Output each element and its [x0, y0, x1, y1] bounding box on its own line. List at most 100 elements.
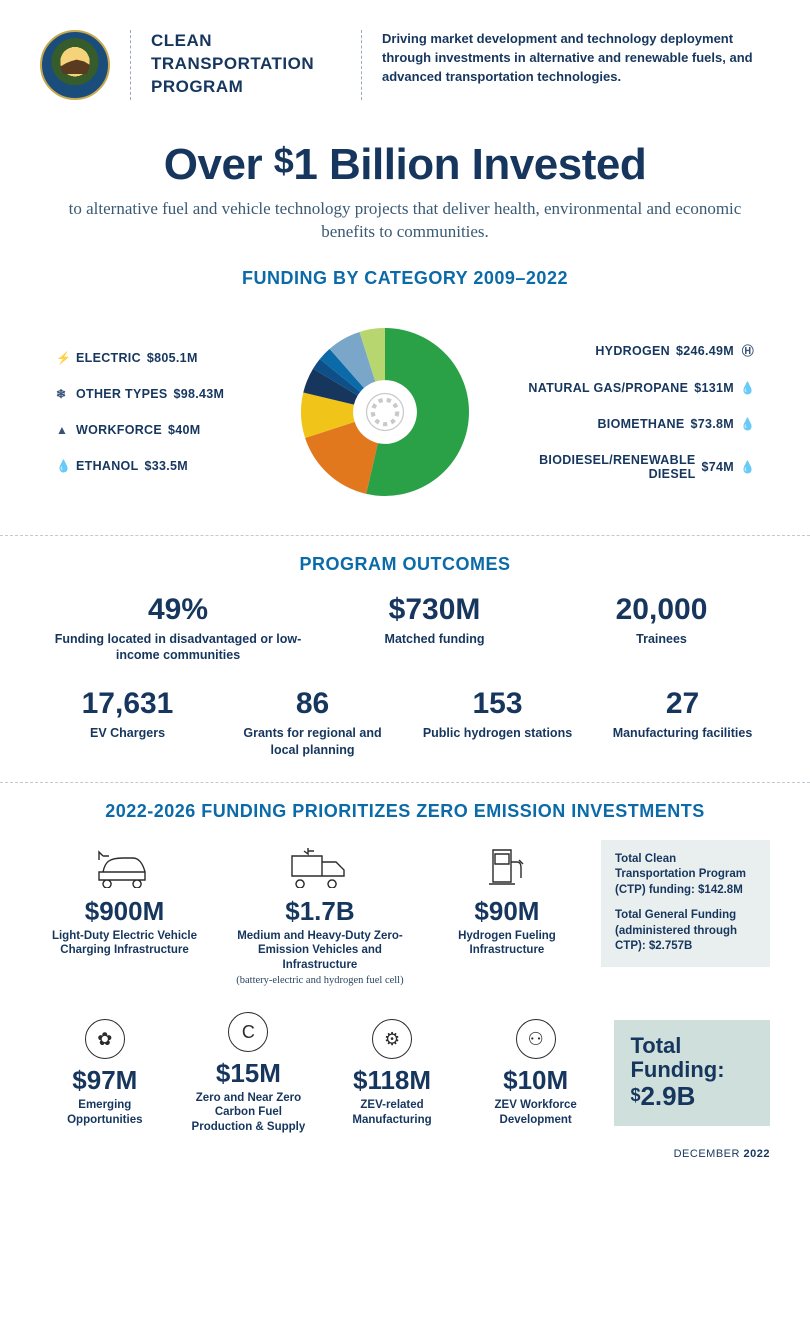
footer-date: DECEMBER 2022 [40, 1148, 770, 1160]
investment-item: ⚙ $118MZEV-related Manufacturing [327, 1019, 457, 1127]
investments-section-title: 2022-2026 FUNDING PRIORITIZES ZERO EMISS… [40, 801, 770, 822]
investments-top-row: $900M Light-Duty Electric Vehicle Chargi… [40, 840, 770, 986]
category-icon: ▲ [56, 423, 70, 437]
investment-item: C$15MZero and Near Zero Carbon Fuel Prod… [184, 1012, 314, 1134]
total-amount: $2.9B [630, 1081, 754, 1112]
state-seal-icon [40, 30, 110, 100]
investment-amount: $10M [471, 1065, 601, 1096]
divider [0, 535, 810, 536]
outcome-value: 27 [605, 687, 760, 721]
category-amount: $74M [702, 460, 734, 474]
divider [361, 30, 362, 100]
category-amount: $246.49M [676, 344, 734, 358]
funding-donut-chart [280, 307, 490, 517]
funding-category-item: ▲ WORKFORCE $40M [56, 423, 266, 437]
category-amount: $805.1M [147, 351, 198, 365]
category-amount: $40M [168, 423, 200, 437]
outcome-item: 153 Public hydrogen stations [420, 687, 575, 758]
outcome-value: 86 [235, 687, 390, 721]
investment-item: $1.7B Medium and Heavy-Duty Zero-Emissio… [227, 840, 413, 986]
investment-circle-icon: ⚇ [516, 1019, 556, 1059]
category-icon: Ⓗ [740, 342, 754, 359]
program-title: CLEAN TRANSPORTATION PROGRAM [151, 30, 341, 99]
funding-chart-row: ⚡ ELECTRIC $805.1M❄ OTHER TYPES $98.43M▲… [40, 307, 770, 517]
funding-section-title: FUNDING BY CATEGORY 2009–2022 [40, 268, 770, 289]
outcome-item: 49% Funding located in disadvantaged or l… [50, 593, 306, 664]
investment-desc: ZEV Workforce Development [471, 1098, 601, 1127]
investments-bottom-row: ✿ $97MEmerging Opportunities C$15MZero and… [40, 1012, 770, 1134]
funding-legend-left: ⚡ ELECTRIC $805.1M❄ OTHER TYPES $98.43M▲… [56, 351, 266, 473]
outcome-label: EV Chargers [50, 725, 205, 741]
outcomes-row: 49% Funding located in disadvantaged or l… [50, 593, 760, 664]
investment-circle-icon: ✿ [85, 1019, 125, 1059]
category-label: ELECTRIC [76, 351, 141, 365]
category-amount: $131M [694, 381, 734, 395]
investment-desc: Light-Duty Electric Vehicle Charging Inf… [40, 929, 209, 958]
headline-post: 1 Billion Invested [293, 140, 646, 189]
outcome-label: Matched funding [336, 631, 533, 647]
program-title-line: TRANSPORTATION [151, 53, 341, 76]
footer-year: 2022 [744, 1148, 770, 1160]
program-tagline: Driving market development and technolog… [382, 30, 770, 87]
program-title-line: PROGRAM [151, 76, 341, 99]
total-funding-box: Total Funding:$2.9B [614, 1020, 770, 1125]
funding-category-item: ⚡ ELECTRIC $805.1M [56, 351, 266, 365]
summary-line: Total Clean Transportation Program (CTP)… [615, 852, 756, 899]
outcome-value: 20,000 [563, 593, 760, 627]
category-icon: 💧 [740, 417, 754, 431]
investment-amount: $97M [40, 1065, 170, 1096]
investment-item: ⚇ $10MZEV Workforce Development [471, 1019, 601, 1127]
sub-headline: to alternative fuel and vehicle technolo… [40, 198, 770, 244]
funding-category-item: BIOMETHANE $73.8M 💧 [504, 417, 754, 431]
investment-desc: Zero and Near Zero Carbon Fuel Productio… [184, 1091, 314, 1134]
total-label: Total Funding: [630, 1034, 754, 1080]
summary-line: Total General Funding (administered thro… [615, 908, 756, 955]
headline-pre: Over [164, 140, 274, 189]
investment-desc: ZEV-related Manufacturing [327, 1098, 457, 1127]
outcome-value: $730M [336, 593, 533, 627]
ev-car-icon [93, 842, 157, 888]
funding-category-item: HYDROGEN $246.49M Ⓗ [504, 342, 754, 359]
category-icon: ❄ [56, 387, 70, 401]
outcome-label: Grants for regional and local planning [235, 725, 390, 758]
category-icon: 💧 [740, 381, 754, 395]
category-label: HYDROGEN [595, 344, 670, 358]
outcomes-section-title: PROGRAM OUTCOMES [40, 554, 770, 575]
outcome-value: 49% [50, 593, 306, 627]
page-header: CLEAN TRANSPORTATION PROGRAM Driving mar… [40, 30, 770, 118]
category-label: ETHANOL [76, 459, 139, 473]
funding-category-item: 💧 ETHANOL $33.5M [56, 459, 266, 473]
footer-month: DECEMBER [674, 1148, 744, 1160]
outcome-label: Trainees [563, 631, 760, 647]
funding-legend-right: HYDROGEN $246.49M Ⓗ NATURAL GAS/PROPANE $… [504, 342, 754, 481]
investment-amount: $90M [431, 896, 583, 927]
category-label: NATURAL GAS/PROPANE [528, 381, 688, 395]
headline: Over $1 Billion Invested [40, 140, 770, 190]
investment-item: $900M Light-Duty Electric Vehicle Chargi… [40, 840, 209, 958]
investment-circle-icon: ⚙ [372, 1019, 412, 1059]
investment-amount: $15M [184, 1058, 314, 1089]
category-label: WORKFORCE [76, 423, 162, 437]
category-icon: 💧 [56, 459, 70, 473]
investment-item: ✿ $97MEmerging Opportunities [40, 1019, 170, 1127]
investment-desc: Emerging Opportunities [40, 1098, 170, 1127]
category-amount: $33.5M [145, 459, 189, 473]
investment-amount: $118M [327, 1065, 457, 1096]
outcome-label: Manufacturing facilities [605, 725, 760, 741]
outcome-label: Funding located in disadvantaged or low-… [50, 631, 306, 664]
investment-item: $90M Hydrogen Fueling Infrastructure [431, 840, 583, 958]
fuel-pump-icon [475, 842, 539, 888]
funding-summary-box: Total Clean Transportation Program (CTP)… [601, 840, 770, 967]
outcome-value: 153 [420, 687, 575, 721]
investment-amount: $1.7B [227, 896, 413, 927]
category-icon: ⚡ [56, 351, 70, 365]
infographic-page: CLEAN TRANSPORTATION PROGRAM Driving mar… [0, 0, 810, 1180]
divider [0, 782, 810, 783]
outcome-label: Public hydrogen stations [420, 725, 575, 741]
investment-amount: $900M [40, 896, 209, 927]
investment-desc: Medium and Heavy-Duty Zero-Emission Vehi… [227, 929, 413, 972]
headline-dollar: $ [274, 140, 294, 181]
program-title-line: CLEAN [151, 30, 341, 53]
outcome-item: 86 Grants for regional and local planning [235, 687, 390, 758]
category-amount: $98.43M [174, 387, 225, 401]
